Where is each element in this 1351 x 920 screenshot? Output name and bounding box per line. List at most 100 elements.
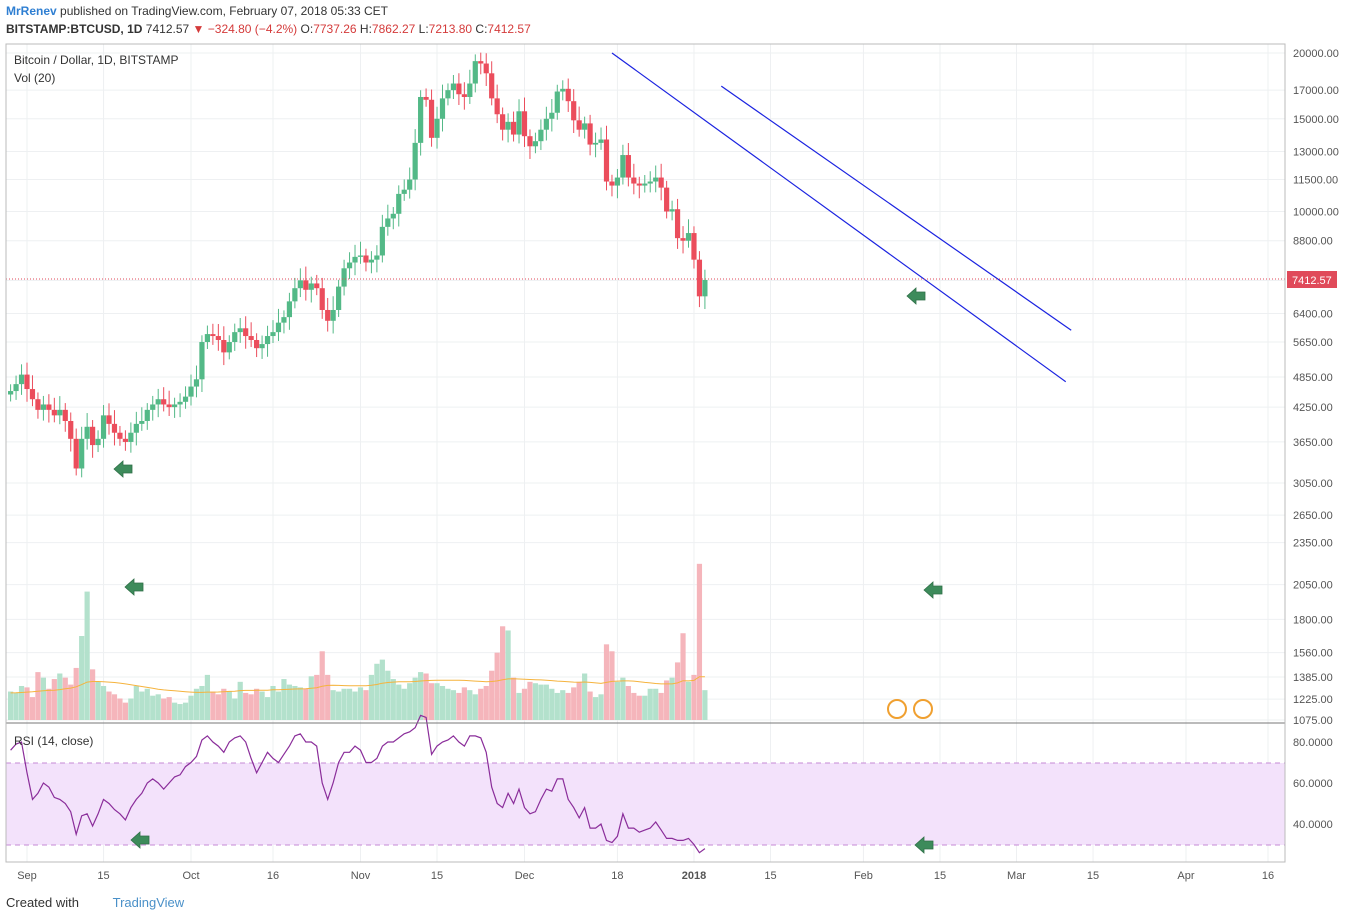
candle-body	[664, 187, 670, 212]
left-arrow-icon[interactable]	[906, 287, 926, 305]
volume-bar	[598, 694, 604, 720]
volume-bar	[57, 673, 63, 720]
volume-bar	[592, 697, 599, 720]
candle-body	[29, 389, 36, 400]
event-icons[interactable]	[887, 699, 933, 719]
candle-body	[111, 423, 118, 433]
candle-body	[46, 404, 52, 410]
volume-bar	[281, 679, 287, 720]
candle-body	[243, 328, 249, 337]
volume-bar	[532, 683, 539, 720]
volume-bar	[341, 688, 347, 720]
volume-bar	[215, 694, 221, 720]
volume-bar	[669, 677, 675, 720]
candle-body	[128, 432, 134, 442]
candle-body	[368, 259, 375, 263]
left-arrow-icon[interactable]	[124, 578, 144, 596]
candle-body	[204, 334, 211, 343]
candle-body	[450, 83, 457, 91]
volume-bar	[188, 695, 194, 720]
trendline[interactable]	[611, 52, 1067, 383]
price-tick-label: 2650.00	[1293, 510, 1333, 522]
volume-bar	[237, 681, 243, 720]
time-axis[interactable]: Sep 15 Oct 16 Nov 15 Dec 18 2018 15 Feb 15 Mar 15 Apr 1…	[17, 870, 1274, 882]
price-tick-label: 6400.00	[1293, 309, 1333, 321]
volume-bar	[79, 636, 85, 720]
volume-bar	[336, 691, 342, 720]
candle-body	[155, 399, 161, 405]
price-tick-label: 4250.00	[1293, 402, 1333, 414]
candle-body	[691, 233, 697, 260]
volume-bar	[106, 691, 112, 720]
volume-bar	[664, 680, 670, 720]
price-tick-label: 17000.00	[1293, 85, 1339, 97]
left-arrow-icon[interactable]	[113, 460, 133, 478]
price-axis[interactable]: 20000.00 17000.00 15000.00 13000.00 11500.00…	[1293, 48, 1339, 727]
author-link[interactable]: MrRenev	[6, 4, 57, 18]
volume-bar	[111, 694, 118, 720]
volume-bar	[472, 694, 478, 720]
candle-body	[303, 280, 309, 290]
volume-bar	[390, 679, 396, 720]
volume-bar	[90, 669, 96, 720]
price-change: −324.80 (−4.2%)	[207, 22, 298, 36]
volume-bar	[483, 685, 489, 720]
left-arrow-icon[interactable]	[130, 831, 150, 849]
volume-bar	[139, 691, 145, 720]
left-arrow-icon[interactable]	[923, 581, 943, 599]
us-flag-icon[interactable]	[887, 699, 907, 719]
candle-body	[538, 129, 544, 142]
volume-bar	[379, 659, 385, 720]
grid	[6, 44, 1285, 862]
rsi-tick-label: 40.0000	[1293, 819, 1333, 831]
volume-bar	[363, 690, 369, 720]
trendline[interactable]	[720, 85, 1072, 331]
rsi-band	[6, 763, 1285, 845]
rsi-tick-label: 60.0000	[1293, 778, 1333, 790]
time-tick-label: 16	[1262, 870, 1274, 882]
volume-bar	[702, 690, 708, 720]
volume-bar	[210, 691, 216, 720]
candle-body	[270, 332, 276, 337]
candle-body	[308, 283, 314, 290]
volume-bar	[232, 698, 238, 720]
price-tick-label: 3650.00	[1293, 437, 1333, 449]
candle-body	[13, 384, 19, 392]
volume-bar	[538, 684, 544, 720]
volume-bar	[368, 674, 375, 720]
main-legend: Bitcoin / Dollar, 1D, BITSTAMP	[14, 53, 179, 67]
tradingview-logo-link[interactable]: TradingView	[112, 895, 185, 910]
rsi-axis[interactable]: 80.0000 60.0000 40.0000	[1293, 737, 1333, 831]
candle-body	[24, 374, 30, 390]
volume-bar	[478, 688, 484, 720]
candle-body	[680, 238, 686, 241]
us-flag-icon[interactable]	[913, 699, 933, 719]
close-value: 7412.57	[487, 22, 531, 36]
left-arrow-icon[interactable]	[914, 836, 934, 854]
chart-frame	[5, 43, 1286, 863]
candle-body	[215, 336, 221, 341]
candle-body	[106, 415, 112, 424]
time-tick-label: 15	[764, 870, 776, 882]
rsi-legend: RSI (14, close)	[14, 734, 93, 748]
volume-bar	[13, 692, 19, 720]
volume-bar	[401, 688, 407, 720]
volume-bar	[330, 690, 336, 720]
candle-body	[336, 286, 342, 310]
time-tick-label: Nov	[351, 870, 371, 882]
volume-bar	[450, 690, 457, 720]
candle-body	[510, 121, 517, 135]
candle-body	[401, 189, 407, 194]
candle-body	[669, 209, 675, 212]
volume-bar	[286, 684, 293, 720]
candle-body	[363, 255, 369, 263]
candle-body	[478, 61, 484, 64]
candle-body	[385, 218, 391, 227]
volume-bar	[571, 687, 577, 720]
chart-svg[interactable]: 20000.00 17000.00 15000.00 13000.00 11500.00…	[0, 0, 1351, 890]
candle-body	[439, 98, 446, 119]
candle-body	[35, 399, 41, 410]
volume-bar	[297, 687, 303, 720]
candle-body	[418, 96, 424, 143]
volume-bar	[226, 691, 232, 720]
